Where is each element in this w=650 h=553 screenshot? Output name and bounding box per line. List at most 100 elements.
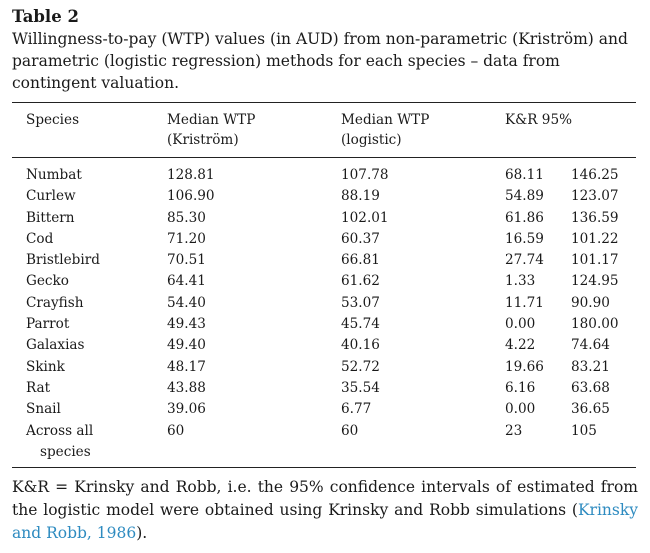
cell-kr-upper: 63.68: [571, 379, 610, 396]
table-row: Snail 39.06 6.77 0.00 36.65: [12, 399, 636, 420]
header-species: Species: [26, 112, 80, 128]
cell-kristrom-total: 60: [167, 422, 185, 439]
cell-species: Skink: [26, 358, 65, 375]
cell-kr-upper-total: 105: [571, 422, 597, 439]
cell-species: Numbat: [26, 167, 82, 183]
cell-species: Cod: [26, 230, 54, 247]
header-median-kristrom: Median WTP: [167, 112, 256, 128]
cell-logistic: 52.72: [341, 358, 380, 375]
cell-species: Curlew: [26, 188, 76, 205]
cell-kr-lower: 54.89: [505, 188, 544, 205]
total-label-line2: species: [40, 443, 91, 460]
cell-kristrom: 70.51: [167, 252, 206, 269]
cell-logistic: 60.37: [341, 230, 380, 247]
cell-kr-upper: 123.07: [571, 188, 619, 205]
header-rule: [12, 157, 636, 158]
table-row: Bristlebird 70.51 66.81 27.74 101.17: [12, 250, 636, 271]
wtp-table-body: Numbat 128.81 107.78 68.11 146.25 Curlew…: [12, 158, 636, 467]
table-row: Crayfish 54.40 53.07 11.71 90.90: [12, 293, 636, 314]
cell-kr-lower: 11.71: [505, 294, 544, 311]
table-row: Gecko 64.41 61.62 1.33 124.95: [12, 271, 636, 292]
cell-kristrom: 106.90: [167, 188, 215, 205]
cell-species: Snail: [26, 401, 61, 418]
cell-logistic: 53.07: [341, 294, 380, 311]
cell-logistic: 107.78: [341, 167, 389, 183]
cell-species: Galaxias: [26, 337, 85, 354]
footnote-text: K&R = Krinsky and Robb, i.e. the 95% con…: [12, 478, 638, 520]
cell-kr-lower: 0.00: [505, 316, 536, 333]
table-label: Table 2: [12, 7, 79, 26]
cell-kr-lower: 6.16: [505, 379, 536, 396]
cell-species: Parrot: [26, 316, 70, 333]
cell-kr-lower: 0.00: [505, 401, 536, 418]
cell-kr-lower: 4.22: [505, 337, 536, 354]
top-rule: [12, 102, 636, 103]
cell-kr-lower: 61.86: [505, 209, 544, 226]
header-median-kristrom-sub: (Kriström): [167, 132, 239, 148]
bottom-rule: [12, 467, 636, 469]
cell-logistic: 102.01: [341, 209, 389, 226]
table-row: Curlew 106.90 88.19 54.89 123.07: [12, 186, 636, 207]
cell-species: Crayfish: [26, 294, 84, 311]
cell-kristrom: 85.30: [167, 209, 206, 226]
cell-kristrom: 48.17: [167, 358, 206, 375]
cell-kr-upper: 83.21: [571, 358, 610, 375]
table-body: Numbat 128.81 107.78 68.11 146.25 Curlew…: [12, 158, 636, 467]
table-header: Species Median WTP Median WTP K&R 95% (K…: [12, 103, 636, 157]
reference-link[interactable]: Krinsky and Robb, 1986: [12, 501, 638, 543]
cell-kr-upper: 36.65: [571, 401, 610, 418]
cell-kr-upper: 146.25: [571, 167, 619, 183]
cell-species-total: Across all species: [12, 421, 167, 468]
cell-kr-upper: 74.64: [571, 337, 610, 354]
cell-logistic: 45.74: [341, 316, 380, 333]
header-median-logistic: Median WTP: [341, 112, 430, 128]
cell-kristrom: 49.43: [167, 316, 206, 333]
cell-logistic: 66.81: [341, 252, 380, 269]
table-row: Bittern 85.30 102.01 61.86 136.59: [12, 208, 636, 229]
cell-kr-lower: 1.33: [505, 273, 536, 290]
cell-logistic: 6.77: [341, 401, 372, 418]
cell-kristrom: 39.06: [167, 401, 206, 418]
cell-logistic: 61.62: [341, 273, 380, 290]
cell-kr-upper: 101.22: [571, 230, 619, 247]
table-row: Cod 71.20 60.37 16.59 101.22: [12, 229, 636, 250]
cell-kristrom: 128.81: [167, 167, 215, 183]
cell-species: Rat: [26, 379, 51, 396]
header-kr-interval: K&R 95%: [505, 112, 573, 128]
cell-kristrom: 71.20: [167, 230, 206, 247]
cell-kr-lower: 16.59: [505, 230, 544, 247]
cell-kr-upper: 90.90: [571, 294, 610, 311]
table-row-total: Across all species 60 60 23 105: [12, 421, 636, 468]
cell-kr-lower: 68.11: [505, 167, 544, 183]
cell-kristrom: 64.41: [167, 273, 206, 290]
cell-kristrom: 49.40: [167, 337, 206, 354]
cell-kr-upper: 124.95: [571, 273, 619, 290]
table-row: Numbat 128.81 107.78 68.11 146.25: [12, 158, 636, 186]
footnote-close: ).: [136, 524, 148, 543]
cell-logistic-total: 60: [341, 422, 359, 439]
cell-kristrom: 54.40: [167, 294, 206, 311]
table-row: Rat 43.88 35.54 6.16 63.68: [12, 378, 636, 399]
cell-kristrom: 43.88: [167, 379, 206, 396]
cell-kr-lower: 19.66: [505, 358, 544, 375]
table-row: Galaxias 49.40 40.16 4.22 74.64: [12, 335, 636, 356]
cell-logistic: 35.54: [341, 379, 380, 396]
table-footnote: K&R = Krinsky and Robb, i.e. the 95% con…: [12, 476, 638, 545]
cell-kr-upper: 180.00: [571, 316, 619, 333]
cell-kr-lower-total: 23: [505, 422, 523, 439]
header-median-logistic-sub: (logistic): [341, 132, 402, 148]
cell-species: Bristlebird: [26, 252, 100, 269]
total-label-line1: Across all: [26, 422, 94, 439]
cell-logistic: 40.16: [341, 337, 380, 354]
cell-logistic: 88.19: [341, 188, 380, 205]
cell-kr-upper: 101.17: [571, 252, 619, 269]
table-row: Parrot 49.43 45.74 0.00 180.00: [12, 314, 636, 335]
table-caption: Willingness-to-pay (WTP) values (in AUD)…: [12, 30, 628, 92]
cell-species: Gecko: [26, 273, 69, 290]
cell-kr-upper: 136.59: [571, 209, 619, 226]
wtp-table: Species Median WTP Median WTP K&R 95% (K…: [12, 103, 636, 157]
table-row: Skink 48.17 52.72 19.66 83.21: [12, 357, 636, 378]
cell-species: Bittern: [26, 209, 75, 226]
cell-kr-lower: 27.74: [505, 252, 544, 269]
